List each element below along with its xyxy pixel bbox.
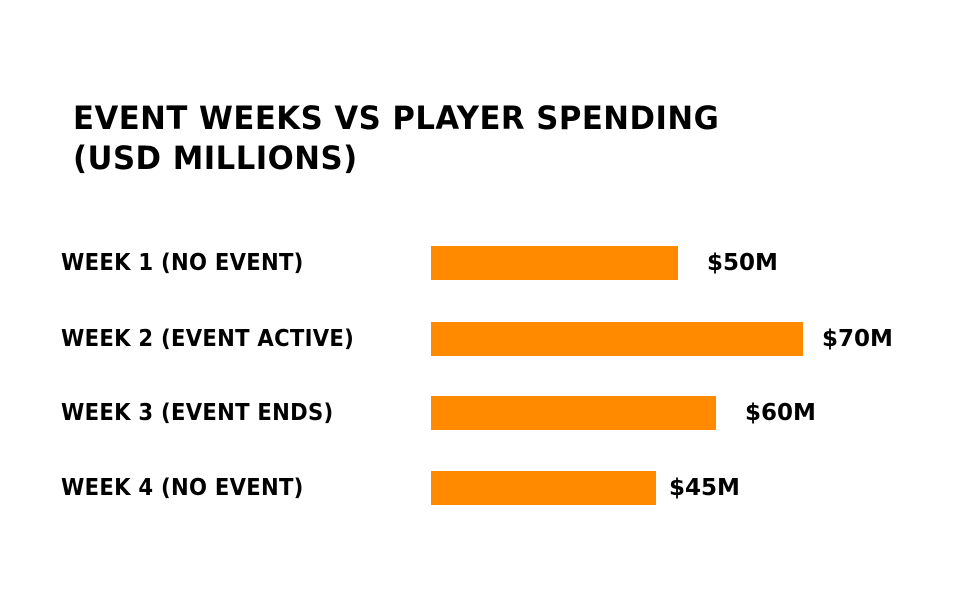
category-label: WEEK 4 (NO EVENT) [61,475,304,501]
value-label: $60M [745,400,816,426]
category-label: WEEK 3 (EVENT ENDS) [61,400,334,426]
chart-title: EVENT WEEKS VS PLAYER SPENDING (USD MILL… [73,98,719,178]
bar-week-4 [431,471,656,505]
bar-week-2 [431,322,803,356]
category-label: WEEK 1 (NO EVENT) [61,250,304,276]
value-label: $70M [822,326,893,352]
bar-week-1 [431,246,678,280]
chart-title-line-2: (USD MILLIONS) [73,139,358,177]
bar-week-3 [431,396,716,430]
value-label: $45M [669,475,740,501]
chart-title-line-1: EVENT WEEKS VS PLAYER SPENDING [73,99,720,137]
value-label: $50M [707,250,778,276]
category-label: WEEK 2 (EVENT ACTIVE) [61,326,355,352]
